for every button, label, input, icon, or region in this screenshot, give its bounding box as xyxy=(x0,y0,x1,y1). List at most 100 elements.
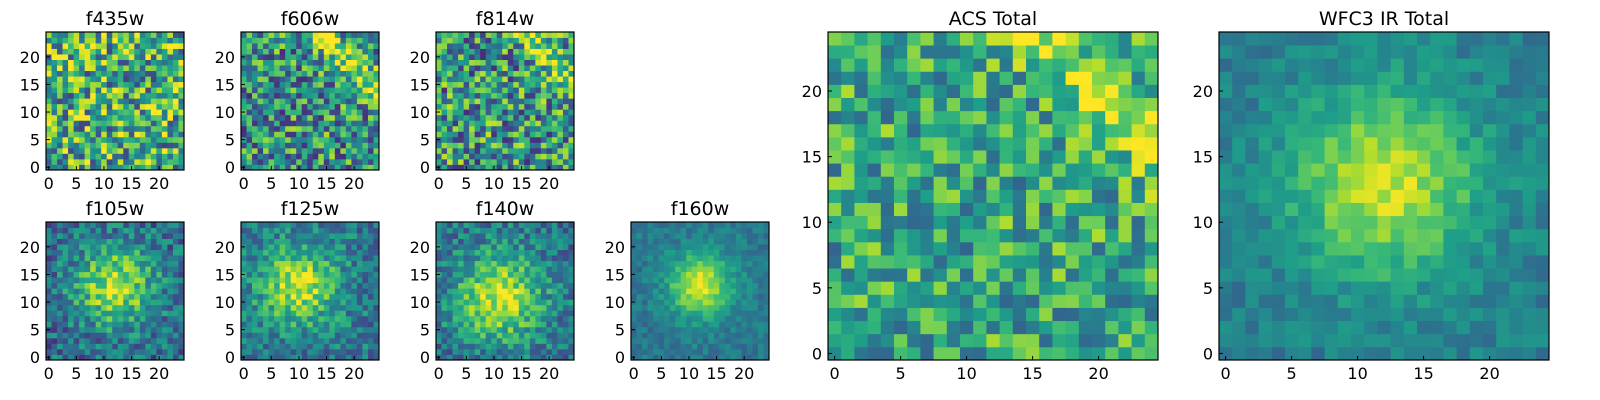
heatmap-cell xyxy=(507,222,514,228)
heatmap-cell xyxy=(447,43,453,49)
heatmap-cell xyxy=(84,76,91,83)
heatmap-cell xyxy=(675,260,682,267)
heatmap-cell xyxy=(568,288,575,295)
heatmap-cell xyxy=(999,163,1014,177)
heatmap-cell xyxy=(84,282,91,289)
heatmap-cell xyxy=(323,277,330,284)
heatmap-cell xyxy=(101,125,108,132)
heatmap-cell xyxy=(735,222,742,228)
heatmap-cell xyxy=(828,333,842,348)
heatmap-cell xyxy=(1118,307,1132,322)
heatmap-cell xyxy=(485,81,492,88)
heatmap-cell xyxy=(653,244,659,250)
heatmap-cell xyxy=(730,310,737,317)
heatmap-cell xyxy=(841,202,855,217)
heatmap-cell xyxy=(307,147,314,154)
heatmap-cell xyxy=(474,354,481,361)
heatmap-cell xyxy=(568,98,575,105)
heatmap-cell xyxy=(95,81,102,88)
heatmap-cell xyxy=(746,266,753,273)
heatmap-cell xyxy=(323,48,330,55)
heatmap-cell xyxy=(252,299,258,306)
heatmap-cell xyxy=(145,288,152,295)
heatmap-cell xyxy=(145,136,152,143)
heatmap-cell xyxy=(356,76,363,83)
heatmap-cell xyxy=(329,48,336,55)
heatmap-cell xyxy=(161,293,168,300)
heatmap-cell xyxy=(373,65,380,72)
heatmap-cell xyxy=(653,354,659,361)
heatmap-cell xyxy=(145,65,152,72)
heatmap-cell xyxy=(458,103,464,110)
heatmap-cell xyxy=(356,43,363,49)
heatmap-cell xyxy=(285,326,292,333)
heatmap-cell xyxy=(362,304,369,311)
axes-frame xyxy=(435,221,575,361)
heatmap-cell xyxy=(724,227,731,234)
heatmap-cell xyxy=(458,293,464,300)
heatmap-cell xyxy=(128,238,135,245)
heatmap-cell xyxy=(524,260,531,267)
heatmap-cell xyxy=(557,48,564,55)
heatmap-cell xyxy=(84,81,91,88)
heatmap-cell xyxy=(362,136,369,143)
heatmap-cell xyxy=(746,337,753,344)
heatmap-cell xyxy=(106,54,113,60)
heatmap-cell xyxy=(117,92,124,99)
heatmap-cell xyxy=(507,103,514,110)
heatmap-cell xyxy=(763,332,770,339)
heatmap-cell xyxy=(746,293,753,300)
heatmap-cell xyxy=(279,125,286,132)
heatmap-cell xyxy=(496,109,503,116)
heatmap-cell xyxy=(62,343,69,350)
heatmap-cell xyxy=(101,304,108,311)
heatmap-cell xyxy=(752,244,759,250)
heatmap-cell xyxy=(101,321,108,328)
heatmap-cell xyxy=(178,48,185,55)
heatmap-cell xyxy=(496,293,503,300)
heatmap-cell xyxy=(463,153,470,160)
heatmap-cell xyxy=(172,304,179,311)
heatmap-cell xyxy=(178,260,185,267)
heatmap-cell xyxy=(854,123,868,138)
heatmap-cell xyxy=(145,153,152,160)
heatmap-cell xyxy=(491,293,498,300)
heatmap-cell xyxy=(880,176,895,190)
heatmap-cell xyxy=(491,32,498,38)
heatmap-cell xyxy=(123,164,130,171)
heatmap-cell xyxy=(551,70,558,77)
heatmap-cell xyxy=(90,153,97,160)
heatmap-cell xyxy=(290,37,297,44)
heatmap-cell xyxy=(301,260,308,267)
heatmap-cell xyxy=(106,32,113,38)
heatmap-cell xyxy=(894,123,908,138)
heatmap-cell xyxy=(568,125,575,132)
heatmap-cell xyxy=(345,37,352,44)
heatmap-cell xyxy=(356,136,363,143)
heatmap-cell xyxy=(345,125,352,132)
heatmap-cell xyxy=(986,202,1000,217)
heatmap-cell xyxy=(680,227,687,234)
heatmap-cell xyxy=(73,136,80,143)
heatmap-cell xyxy=(172,310,179,317)
heatmap-cell xyxy=(507,277,514,284)
heatmap-cell xyxy=(318,125,325,132)
heatmap-cell xyxy=(367,164,374,171)
heatmap-cell xyxy=(139,158,146,165)
heatmap-cell xyxy=(139,142,146,149)
heatmap-cell xyxy=(713,282,720,289)
heatmap-cell xyxy=(145,147,152,154)
heatmap-cell xyxy=(68,98,74,105)
heatmap-cell xyxy=(518,158,525,165)
heatmap-cell xyxy=(496,136,503,143)
heatmap-cell xyxy=(631,310,637,317)
heatmap-cell xyxy=(367,87,374,94)
heatmap-cell xyxy=(117,114,124,121)
heatmap-cell xyxy=(95,348,102,355)
heatmap-cell xyxy=(241,315,247,322)
heatmap-cell xyxy=(84,98,91,105)
heatmap-cell xyxy=(312,315,319,322)
heatmap-cell xyxy=(145,142,152,149)
heatmap-cell xyxy=(106,321,113,328)
heatmap-cell xyxy=(529,238,536,245)
